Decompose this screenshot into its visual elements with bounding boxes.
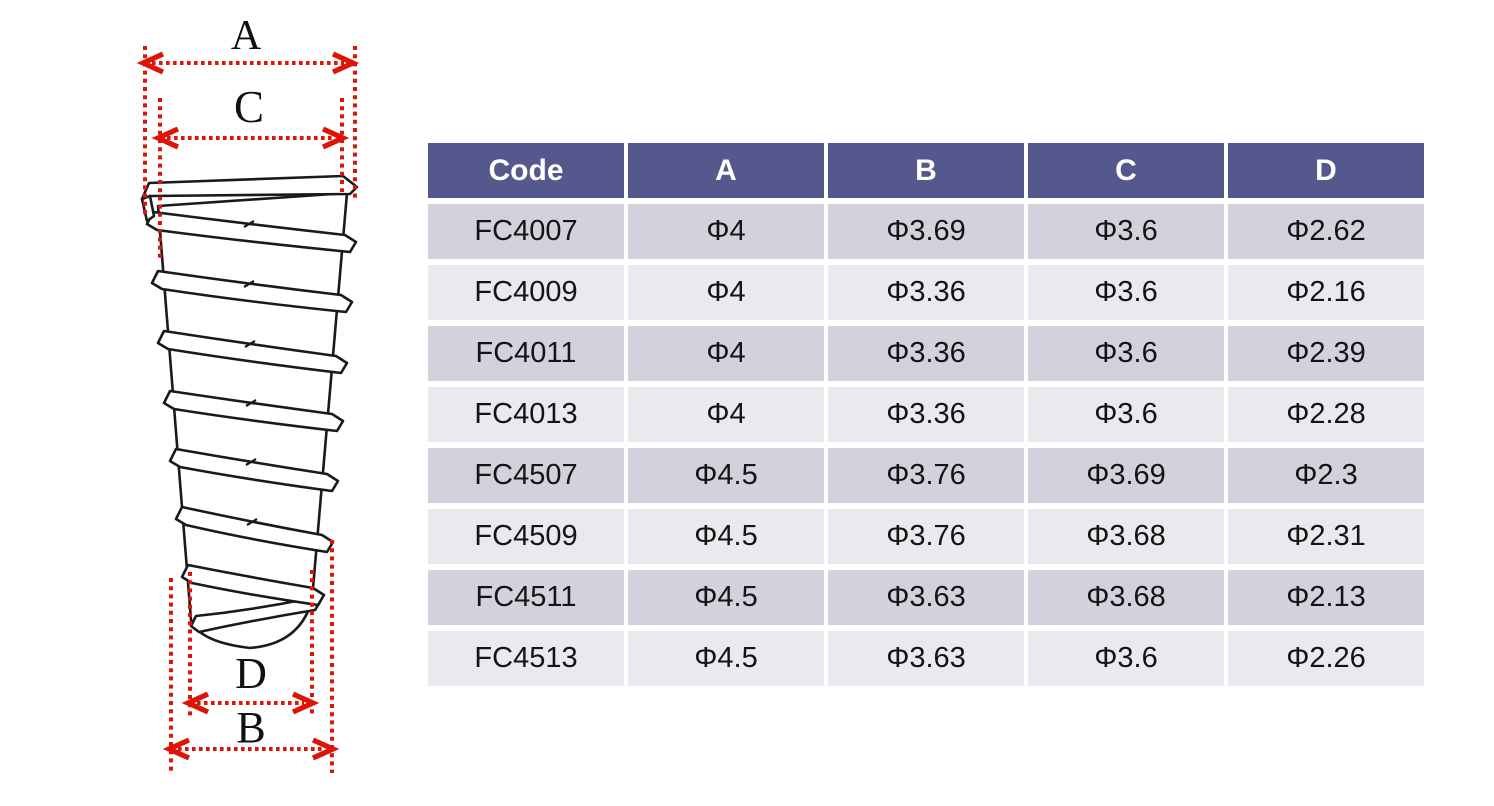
screw-top-collar	[140, 194, 156, 223]
table-row: FC4011 Φ4 Φ3.36 Φ3.6 Φ2.39	[428, 326, 1424, 381]
spec-table-head: Code A B C D	[428, 143, 1424, 198]
screw-top-face	[140, 174, 359, 201]
dim-arrow-d-left	[181, 691, 210, 715]
dim-arrow-d-right	[291, 691, 320, 715]
cell-dim-b: Φ3.63	[828, 570, 1024, 625]
thread-joint-tick	[243, 280, 255, 288]
cell-dim-c: Φ3.6	[1028, 387, 1224, 442]
dim-arrow-c-left	[151, 126, 180, 150]
header-row: Code A B C D	[428, 143, 1424, 198]
thread-joint-tick	[245, 399, 257, 407]
dim-arrow-b-left	[162, 737, 191, 761]
cell-dim-d: Φ2.3	[1228, 448, 1424, 503]
table-row: FC4509 Φ4.5 Φ3.76 Φ3.68 Φ2.31	[428, 509, 1424, 564]
cell-dim-a: Φ4.5	[628, 509, 824, 564]
header-cell-b: B	[828, 143, 1024, 198]
implant-diagram-svg: A C D B	[136, 13, 360, 773]
cell-code: FC4513	[428, 631, 624, 686]
cell-dim-c: Φ3.69	[1028, 448, 1224, 503]
cell-dim-b: Φ3.76	[828, 448, 1024, 503]
cell-code: FC4507	[428, 448, 624, 503]
cell-dim-c: Φ3.68	[1028, 509, 1224, 564]
cell-dim-b: Φ3.36	[828, 326, 1024, 381]
cell-dim-b: Φ3.76	[828, 509, 1024, 564]
dim-arrow-a-right	[331, 51, 360, 75]
cell-dim-d: Φ2.26	[1228, 631, 1424, 686]
screw-thread	[145, 210, 358, 254]
screw-thread	[162, 389, 345, 433]
cell-dim-b: Φ3.36	[828, 387, 1024, 442]
cell-code: FC4011	[428, 326, 624, 381]
cell-code: FC4509	[428, 509, 624, 564]
cell-dim-d: Φ2.28	[1228, 387, 1424, 442]
thread-joint-tick	[245, 458, 257, 466]
cell-dim-d: Φ2.16	[1228, 265, 1424, 320]
cell-dim-c: Φ3.6	[1028, 631, 1224, 686]
cell-dim-b: Φ3.69	[828, 204, 1024, 259]
cell-dim-d: Φ2.39	[1228, 326, 1424, 381]
cell-dim-b: Φ3.36	[828, 265, 1024, 320]
cell-dim-a: Φ4.5	[628, 570, 824, 625]
implant-diagram: A C D B	[0, 0, 420, 806]
header-cell-d: D	[1228, 143, 1424, 198]
cell-dim-d: Φ2.13	[1228, 570, 1424, 625]
screw-thread	[156, 329, 349, 375]
cell-dim-c: Φ3.6	[1028, 265, 1224, 320]
cell-dim-a: Φ4	[628, 387, 824, 442]
cell-dim-d: Φ2.31	[1228, 509, 1424, 564]
header-cell-c: C	[1028, 143, 1224, 198]
table-row: FC4013 Φ4 Φ3.36 Φ3.6 Φ2.28	[428, 387, 1424, 442]
screw-thread	[168, 447, 340, 493]
cell-dim-a: Φ4	[628, 265, 824, 320]
cell-dim-c: Φ3.6	[1028, 204, 1224, 259]
table-row: FC4009 Φ4 Φ3.36 Φ3.6 Φ2.16	[428, 265, 1424, 320]
cell-dim-c: Φ3.6	[1028, 326, 1224, 381]
header-cell-code: Code	[428, 143, 624, 198]
screw-thread	[180, 563, 326, 607]
table-row: FC4513 Φ4.5 Φ3.63 Φ3.6 Φ2.26	[428, 631, 1424, 686]
cell-code: FC4013	[428, 387, 624, 442]
thread-joint-tick	[243, 220, 255, 228]
thread-joint-tick	[246, 518, 258, 526]
table-row: FC4511 Φ4.5 Φ3.63 Φ3.68 Φ2.13	[428, 570, 1424, 625]
dim-label-a: A	[231, 13, 262, 59]
spec-table: Code A B C D FC4007 Φ4 Φ3.69 Φ3.6 Φ2.62 FC400…	[424, 137, 1428, 692]
screw-drawing	[140, 174, 359, 650]
cell-code: FC4007	[428, 204, 624, 259]
cell-dim-a: Φ4.5	[628, 631, 824, 686]
screw-thread	[150, 269, 354, 314]
cell-dim-c: Φ3.68	[1028, 570, 1224, 625]
dim-arrow-a-left	[136, 51, 165, 75]
dim-arrow-b-right	[311, 737, 340, 761]
cell-code: FC4009	[428, 265, 624, 320]
spec-table-container: Code A B C D FC4007 Φ4 Φ3.69 Φ3.6 Φ2.62 FC400…	[424, 137, 1428, 692]
dim-label-b: B	[236, 703, 265, 752]
table-row: FC4007 Φ4 Φ3.69 Φ3.6 Φ2.62	[428, 204, 1424, 259]
table-row: FC4507 Φ4.5 Φ3.76 Φ3.69 Φ2.3	[428, 448, 1424, 503]
cell-code: FC4511	[428, 570, 624, 625]
dimension-annotations: A C D B	[136, 13, 360, 773]
dim-label-d: D	[235, 649, 267, 698]
spec-table-body: FC4007 Φ4 Φ3.69 Φ3.6 Φ2.62 FC4009 Φ4 Φ3.36 Φ3.6 Φ…	[428, 204, 1424, 686]
dim-arrow-c-right	[321, 126, 350, 150]
cell-dim-b: Φ3.63	[828, 631, 1024, 686]
header-cell-a: A	[628, 143, 824, 198]
cell-dim-d: Φ2.62	[1228, 204, 1424, 259]
cell-dim-a: Φ4	[628, 326, 824, 381]
cell-dim-a: Φ4	[628, 204, 824, 259]
cell-dim-a: Φ4.5	[628, 448, 824, 503]
thread-joint-tick	[244, 340, 256, 348]
dim-label-c: C	[234, 82, 264, 132]
